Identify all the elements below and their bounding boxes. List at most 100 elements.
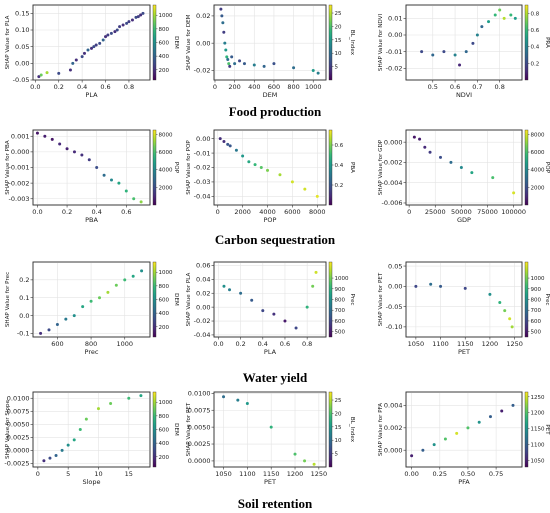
colorbar-tick-label: 20 xyxy=(335,411,342,417)
colorbar xyxy=(328,391,333,468)
y-tick-label: -0.003 xyxy=(9,195,30,203)
x-tick-label: 5 xyxy=(66,470,70,478)
data-point xyxy=(80,55,84,59)
x-tick-label: 10 xyxy=(94,470,102,478)
y-tick-label: -0.05 xyxy=(386,303,403,311)
x-tick-label: 1250 xyxy=(506,340,523,348)
y-tick-label: 0.02 xyxy=(196,12,210,20)
data-point xyxy=(118,25,122,29)
y-tick-label: 0.00 xyxy=(388,31,402,39)
colorbar-tick-label: 1000 xyxy=(159,270,173,276)
x-axis-label: DEM xyxy=(263,91,278,99)
colorbar-tick-label: 500 xyxy=(531,330,542,336)
colorbar-tick-label: 200 xyxy=(159,68,170,74)
colorbar-tick-label: 0.2 xyxy=(335,183,344,189)
y-tick-label: -0.004 xyxy=(382,179,403,187)
data-point xyxy=(227,62,231,66)
y-tick-label: 0.0000 xyxy=(7,447,30,455)
data-point xyxy=(466,426,470,430)
data-point xyxy=(222,284,226,288)
data-point xyxy=(458,63,462,67)
y-tick-label: 0.000 xyxy=(384,446,403,454)
colorbar-tick-label: 0.4 xyxy=(335,163,344,169)
data-point xyxy=(74,58,78,62)
x-tick-label: 0.0 xyxy=(213,340,223,348)
data-point xyxy=(234,148,238,152)
data-point xyxy=(259,166,263,169)
y-tick-label: 0.000 xyxy=(11,148,30,156)
y-tick-label: 0.004 xyxy=(384,402,403,410)
data-point xyxy=(39,73,43,77)
colorbar-tick-label: 0.2 xyxy=(531,61,540,67)
data-point xyxy=(241,154,245,158)
data-point xyxy=(96,407,100,411)
data-point xyxy=(305,305,309,309)
data-point xyxy=(272,312,276,316)
scatter-panel: 0.0 0.2 0.4 0.6 -0.003 -0.002 -0.001 0.000 0.001… xyxy=(5,129,179,224)
plot-frame xyxy=(405,391,523,468)
data-point xyxy=(64,317,68,321)
data-point xyxy=(477,420,481,424)
colorbar-label: BL_Index xyxy=(349,30,355,56)
data-point xyxy=(423,145,427,149)
x-tick-label: 1100 xyxy=(239,470,256,478)
data-point xyxy=(488,415,492,419)
x-axis-label: PLA xyxy=(85,91,98,99)
colorbar xyxy=(328,129,333,206)
colorbar-tick-label: 1000 xyxy=(159,400,173,406)
scatter-panel: 0.00 0.25 0.50 0.75 0.000 0.002 0.004 PFA SHAP V… xyxy=(378,391,550,486)
data-point xyxy=(293,452,297,456)
data-point xyxy=(55,323,59,326)
colorbar-label: POP xyxy=(544,162,550,174)
data-point xyxy=(487,20,491,24)
x-tick-label: 600 xyxy=(51,340,63,348)
y-axis-label: SHAP Value for PLA xyxy=(5,15,11,69)
data-point xyxy=(420,50,424,54)
data-point xyxy=(101,38,105,42)
colorbar-tick-label: 400 xyxy=(159,54,170,60)
colorbar xyxy=(328,4,333,81)
scatter-panel: 0 200 400 600 800 1000 -0.02 0.00 0.02 DEM SHAP Va… xyxy=(186,4,355,99)
colorbar-label: POP xyxy=(173,162,179,174)
data-point xyxy=(37,75,41,79)
x-tick-label: 0 xyxy=(36,470,40,478)
colorbar xyxy=(152,4,157,81)
x-tick-label: 0 xyxy=(216,208,220,216)
data-point xyxy=(269,425,273,429)
section-title-soil: Soil retention xyxy=(237,496,313,511)
colorbar-tick-label: 0.6 xyxy=(335,143,344,149)
data-point xyxy=(47,328,51,332)
data-point xyxy=(464,50,468,54)
data-point xyxy=(109,31,113,35)
data-point xyxy=(278,173,282,177)
colorbar-tick-label: 700 xyxy=(531,308,542,314)
x-tick-label: 1150 xyxy=(457,340,474,348)
colorbar-tick-label: 4000 xyxy=(159,168,173,174)
data-point xyxy=(463,286,467,290)
colorbar-tick-label: 6000 xyxy=(159,150,173,156)
data-point xyxy=(72,438,76,442)
data-point xyxy=(35,131,39,135)
data-point xyxy=(225,55,229,59)
plot-frame xyxy=(213,391,327,468)
colorbar-tick-label: 600 xyxy=(335,319,346,325)
colorbar-tick-label: 1250 xyxy=(531,395,545,401)
colorbar-tick-label: 400 xyxy=(159,441,170,447)
data-point xyxy=(222,30,226,34)
data-point xyxy=(312,462,316,466)
plot-frame xyxy=(32,391,151,468)
plot-area xyxy=(213,261,327,338)
data-point xyxy=(412,135,416,139)
x-tick-label: 75000 xyxy=(477,208,498,216)
y-tick-label: 0.01 xyxy=(388,15,402,23)
x-axis-label: Prec xyxy=(85,348,99,356)
data-point xyxy=(90,46,93,50)
x-tick-label: 0.50 xyxy=(461,470,475,478)
data-point xyxy=(60,448,64,452)
data-point xyxy=(429,282,433,286)
colorbar-label: DEM xyxy=(173,36,179,49)
x-axis-label: PLA xyxy=(264,348,277,356)
colorbar-tick-label: 500 xyxy=(335,330,346,336)
